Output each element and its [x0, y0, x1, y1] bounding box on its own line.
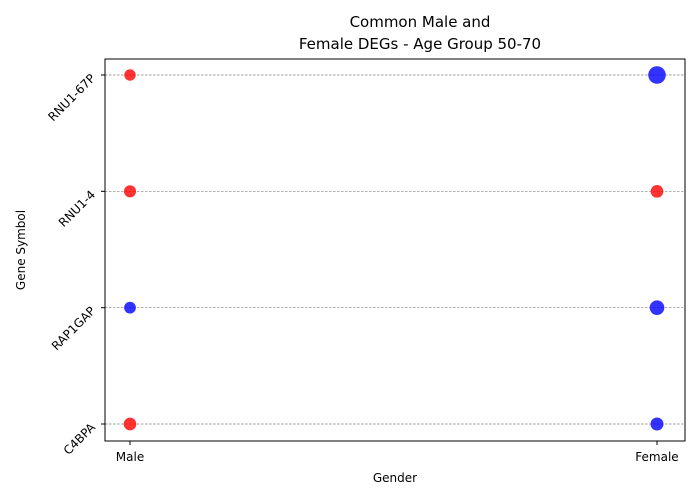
chart-title-line-2: Female DEGs - Age Group 50-70 — [299, 35, 541, 53]
x-axis-ticks: Male Female — [116, 441, 679, 464]
y-tick-label: RNU1-67P — [45, 71, 98, 124]
y-tick-label: RAP1GAP — [49, 304, 98, 353]
y-tick-label: C4BPA — [61, 420, 99, 458]
x-axis-label: Gender — [373, 471, 417, 485]
data-point — [650, 184, 664, 198]
grid-lines — [105, 74, 685, 425]
y-tick-label: RNU1-4 — [56, 188, 98, 230]
data-point — [650, 417, 664, 431]
x-tick-label: Male — [116, 450, 144, 464]
data-point — [123, 185, 137, 198]
data-point — [649, 300, 665, 316]
data-point — [124, 301, 136, 314]
y-axis-label: Gene Symbol — [14, 210, 28, 290]
data-point — [648, 66, 666, 84]
data-points — [123, 66, 666, 431]
y-axis-ticks: C4BPA RAP1GAP RNU1-4 RNU1-67P — [45, 71, 105, 458]
plot-frame — [104, 58, 686, 442]
data-point — [123, 417, 137, 431]
x-tick-label: Female — [635, 450, 678, 464]
chart-title-line-1: Common Male and — [350, 13, 491, 31]
data-point — [124, 69, 136, 81]
